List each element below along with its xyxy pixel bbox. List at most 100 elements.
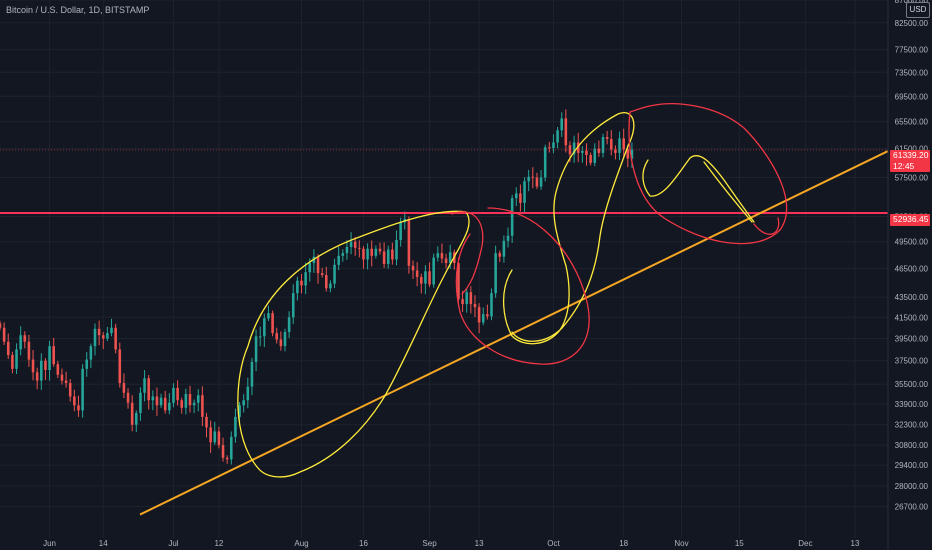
candle-body[interactable] — [130, 402, 134, 425]
candle-body[interactable] — [31, 359, 35, 373]
candle-body[interactable] — [56, 364, 60, 375]
candle-body[interactable] — [97, 328, 101, 336]
candle-body[interactable] — [11, 355, 14, 369]
candle-body[interactable] — [601, 137, 605, 153]
candle-body[interactable] — [337, 255, 340, 265]
candle-body[interactable] — [89, 346, 93, 360]
candle-body[interactable] — [428, 271, 431, 285]
candle-body[interactable] — [151, 396, 155, 401]
candle-body[interactable] — [19, 335, 22, 350]
candle-body[interactable] — [201, 395, 204, 417]
candle-body[interactable] — [275, 333, 279, 340]
candle-body[interactable] — [382, 251, 386, 264]
candle-body[interactable] — [205, 416, 208, 428]
candle-body[interactable] — [106, 333, 109, 339]
candle-body[interactable] — [436, 253, 440, 258]
candle-body[interactable] — [329, 283, 332, 289]
candle-body[interactable] — [168, 402, 171, 411]
candle-body[interactable] — [564, 118, 568, 146]
candle-body[interactable] — [27, 341, 31, 360]
candle-body[interactable] — [64, 380, 68, 384]
candle-body[interactable] — [510, 198, 514, 236]
candle-body[interactable] — [68, 383, 72, 397]
candle-body[interactable] — [279, 339, 283, 347]
candle-body[interactable] — [114, 327, 117, 350]
candle-body[interactable] — [560, 118, 563, 131]
candle-body[interactable] — [486, 314, 489, 317]
candle-body[interactable] — [230, 436, 233, 460]
candle-body[interactable] — [626, 149, 630, 159]
candle-body[interactable] — [250, 361, 254, 387]
candle-body[interactable] — [378, 248, 382, 252]
currency-badge[interactable]: USD — [906, 2, 930, 18]
candle-body[interactable] — [415, 270, 419, 277]
candle-body[interactable] — [320, 273, 324, 276]
candle-body[interactable] — [609, 139, 613, 150]
candle-body[interactable] — [15, 349, 18, 369]
candle-body[interactable] — [287, 317, 291, 333]
candle-body[interactable] — [163, 397, 167, 411]
candle-body[interactable] — [139, 392, 142, 413]
candle-body[interactable] — [399, 222, 402, 241]
candle-body[interactable] — [143, 378, 146, 393]
candle-body[interactable] — [465, 292, 468, 305]
candle-body[interactable] — [461, 299, 464, 305]
candle-body[interactable] — [135, 412, 138, 425]
candle-body[interactable] — [477, 307, 481, 323]
candle-body[interactable] — [73, 396, 76, 406]
candle-body[interactable] — [85, 359, 89, 369]
candle-body[interactable] — [122, 383, 126, 393]
candle-body[interactable] — [514, 193, 518, 199]
drawing-lines[interactable] — [0, 149, 889, 516]
annotation-loop[interactable] — [455, 207, 590, 365]
candle-body[interactable] — [192, 402, 196, 406]
candle-body[interactable] — [552, 142, 555, 148]
candle-body[interactable] — [568, 145, 572, 155]
candle-body[interactable] — [543, 147, 547, 178]
candle-body[interactable] — [614, 149, 617, 153]
candle-body[interactable] — [308, 263, 312, 273]
annotation-loop[interactable] — [642, 155, 755, 223]
candle-body[interactable] — [407, 218, 411, 266]
candle-body[interactable] — [48, 346, 51, 370]
annotation-loop[interactable] — [502, 112, 635, 345]
candle-body[interactable] — [81, 368, 84, 411]
candle-body[interactable] — [585, 150, 588, 156]
candle-body[interactable] — [498, 253, 502, 257]
candle-body[interactable] — [444, 258, 448, 264]
candle-body[interactable] — [386, 249, 390, 264]
candle-body[interactable] — [242, 400, 245, 406]
candle-body[interactable] — [0, 323, 2, 328]
annotation-loop[interactable] — [753, 217, 780, 235]
candle-body[interactable] — [225, 457, 229, 460]
candle-body[interactable] — [473, 304, 477, 308]
candle-body[interactable] — [457, 263, 460, 300]
candle-body[interactable] — [296, 280, 299, 294]
candle-body[interactable] — [345, 246, 349, 254]
candle-body[interactable] — [440, 253, 444, 259]
candle-body[interactable] — [147, 378, 150, 401]
candle-body[interactable] — [209, 427, 212, 443]
candle-body[interactable] — [622, 138, 625, 150]
candle-body[interactable] — [180, 400, 184, 408]
candle-body[interactable] — [490, 293, 493, 317]
candle-body[interactable] — [40, 360, 43, 381]
candle-body[interactable] — [576, 142, 580, 153]
candle-body[interactable] — [366, 248, 369, 260]
candle-body[interactable] — [101, 335, 105, 339]
annotation-loop[interactable] — [703, 161, 753, 223]
candle-body[interactable] — [77, 405, 80, 411]
candle-body[interactable] — [325, 275, 328, 289]
candle-body[interactable] — [118, 349, 122, 384]
candle-body[interactable] — [35, 372, 39, 381]
candle-body[interactable] — [52, 346, 55, 365]
candle-body[interactable] — [448, 252, 452, 264]
candle-body[interactable] — [172, 387, 175, 403]
candle-body[interactable] — [494, 253, 497, 294]
annotation-loop[interactable] — [451, 211, 484, 295]
candle-body[interactable] — [391, 249, 394, 260]
candle-body[interactable] — [420, 276, 423, 284]
candle-body[interactable] — [126, 392, 130, 403]
candle-body[interactable] — [246, 386, 250, 401]
candle-body[interactable] — [593, 148, 597, 163]
